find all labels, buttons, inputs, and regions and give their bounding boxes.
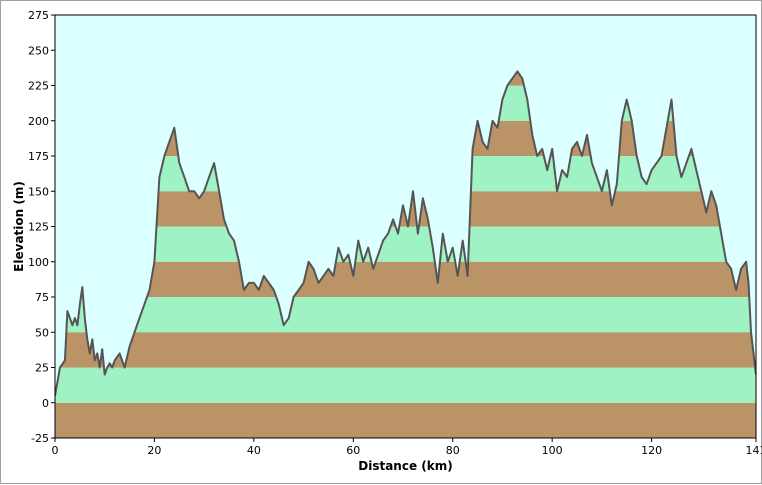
x-tick-label: 100 xyxy=(542,444,563,457)
y-tick-label: 125 xyxy=(28,221,49,234)
x-tick-label: 0 xyxy=(52,444,59,457)
elevation-band xyxy=(55,297,756,332)
y-tick-label: 75 xyxy=(35,291,49,304)
y-tick-label: 275 xyxy=(28,9,49,22)
y-tick-label: 175 xyxy=(28,150,49,163)
y-axis: -25 0 25 50 75 100 125 150 175 200 225 250 275 xyxy=(28,9,55,445)
y-tick-label: 250 xyxy=(28,44,49,57)
y-tick-label: 200 xyxy=(28,115,49,128)
x-tick-label: 20 xyxy=(147,444,161,457)
elevation-band xyxy=(55,403,756,438)
y-tick-label: 225 xyxy=(28,80,49,93)
y-tick-label: 0 xyxy=(42,397,49,410)
x-tick-label: 60 xyxy=(346,444,360,457)
y-tick-label: 100 xyxy=(28,256,49,269)
y-tick-label: -25 xyxy=(31,432,49,445)
elevation-band xyxy=(55,332,756,367)
elevation-band xyxy=(55,368,756,403)
x-axis-title: Distance (km) xyxy=(358,459,452,473)
y-tick-label: 25 xyxy=(35,362,49,375)
elevation-band xyxy=(55,227,756,262)
x-tick-label: 80 xyxy=(446,444,460,457)
y-tick-label: 150 xyxy=(28,185,49,198)
x-axis: 0 20 40 60 80 100 120 141 xyxy=(52,438,762,457)
y-tick-label: 50 xyxy=(35,326,49,339)
elevation-band xyxy=(55,262,756,297)
x-tick-label: 120 xyxy=(641,444,662,457)
x-tick-label: 141 xyxy=(746,444,762,457)
y-axis-title: Elevation (m) xyxy=(12,181,26,272)
x-tick-label: 40 xyxy=(247,444,261,457)
